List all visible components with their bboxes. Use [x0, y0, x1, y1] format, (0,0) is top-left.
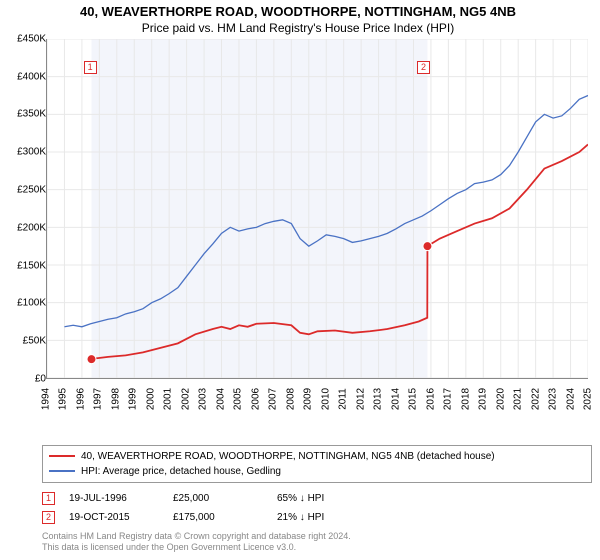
y-tick-label: £400K [17, 71, 46, 82]
y-tick-label: £150K [17, 260, 46, 271]
x-axis: 1994199519961997199819992000200120022003… [46, 381, 588, 417]
detail-price: £175,000 [173, 512, 263, 523]
plot-area: 12 [46, 39, 588, 379]
x-tick-label: 1998 [110, 388, 121, 410]
x-tick-label: 2024 [565, 388, 576, 410]
x-tick-label: 2011 [338, 388, 349, 410]
x-tick-label: 1994 [41, 388, 52, 410]
chart-container: 40, WEAVERTHORPE ROAD, WOODTHORPE, NOTTI… [0, 0, 600, 560]
x-tick-label: 2020 [495, 388, 506, 410]
x-tick-label: 2007 [268, 388, 279, 410]
x-tick-label: 2006 [250, 388, 261, 410]
y-tick-label: £250K [17, 185, 46, 196]
x-tick-label: 2016 [425, 388, 436, 410]
x-tick-label: 1997 [93, 388, 104, 410]
detail-date: 19-JUL-1996 [69, 493, 159, 504]
detail-pct: 65% ↓ HPI [277, 493, 367, 504]
x-tick-label: 2000 [145, 388, 156, 410]
detail-date: 19-OCT-2015 [69, 512, 159, 523]
x-tick-label: 2004 [215, 388, 226, 410]
x-tick-label: 2012 [355, 388, 366, 410]
y-tick-label: £100K [17, 298, 46, 309]
legend-swatch [49, 455, 75, 457]
y-tick-label: £450K [17, 33, 46, 44]
x-tick-label: 2019 [478, 388, 489, 410]
chart-footer: 40, WEAVERTHORPE ROAD, WOODTHORPE, NOTTI… [42, 445, 592, 554]
x-tick-label: 2023 [548, 388, 559, 410]
x-tick-label: 2001 [163, 388, 174, 410]
detail-row: 2 19-OCT-2015 £175,000 21% ↓ HPI [42, 508, 592, 527]
x-tick-label: 1999 [128, 388, 139, 410]
x-tick-label: 2014 [390, 388, 401, 410]
x-tick-label: 2005 [233, 388, 244, 410]
legend-label: HPI: Average price, detached house, Gedl… [81, 464, 281, 479]
legend-swatch [49, 470, 75, 471]
x-tick-label: 2022 [530, 388, 541, 410]
legend-row: 40, WEAVERTHORPE ROAD, WOODTHORPE, NOTTI… [49, 449, 585, 464]
x-tick-label: 2017 [443, 388, 454, 410]
x-tick-label: 2009 [303, 388, 314, 410]
legend-row: HPI: Average price, detached house, Gedl… [49, 464, 585, 479]
chart-marker-label: 1 [84, 61, 97, 74]
x-tick-label: 2002 [180, 388, 191, 410]
detail-marker: 2 [42, 511, 55, 524]
x-tick-label: 2015 [408, 388, 419, 410]
x-tick-label: 2021 [513, 388, 524, 410]
x-tick-label: 2018 [460, 388, 471, 410]
legend-label: 40, WEAVERTHORPE ROAD, WOODTHORPE, NOTTI… [81, 449, 495, 464]
x-tick-label: 2008 [285, 388, 296, 410]
chart-title: 40, WEAVERTHORPE ROAD, WOODTHORPE, NOTTI… [4, 4, 592, 21]
y-tick-label: £300K [17, 147, 46, 158]
x-tick-label: 2003 [198, 388, 209, 410]
x-tick-label: 1995 [58, 388, 69, 410]
attribution: Contains HM Land Registry data © Crown c… [42, 531, 592, 554]
plot-svg [47, 39, 588, 378]
x-tick-label: 2013 [373, 388, 384, 410]
y-tick-label: £50K [23, 336, 46, 347]
x-tick-label: 2025 [583, 388, 594, 410]
y-axis: £0£50K£100K£150K£200K£250K£300K£350K£400… [4, 39, 46, 379]
marker-details: 1 19-JUL-1996 £25,000 65% ↓ HPI 2 19-OCT-2015… [42, 489, 592, 527]
chart-subtitle: Price paid vs. HM Land Registry's House … [4, 21, 592, 35]
x-tick-label: 1996 [75, 388, 86, 410]
y-tick-label: £200K [17, 222, 46, 233]
y-tick-label: £350K [17, 109, 46, 120]
y-tick-label: £0 [35, 373, 46, 384]
detail-row: 1 19-JUL-1996 £25,000 65% ↓ HPI [42, 489, 592, 508]
detail-marker: 1 [42, 492, 55, 505]
x-tick-label: 2010 [320, 388, 331, 410]
legend: 40, WEAVERTHORPE ROAD, WOODTHORPE, NOTTI… [42, 445, 592, 483]
chart-area: £0 £50K £100K £150K £200K £250K £300K £350K £400… [4, 39, 592, 419]
chart-marker-label: 2 [417, 61, 430, 74]
detail-pct: 21% ↓ HPI [277, 512, 367, 523]
detail-price: £25,000 [173, 493, 263, 504]
